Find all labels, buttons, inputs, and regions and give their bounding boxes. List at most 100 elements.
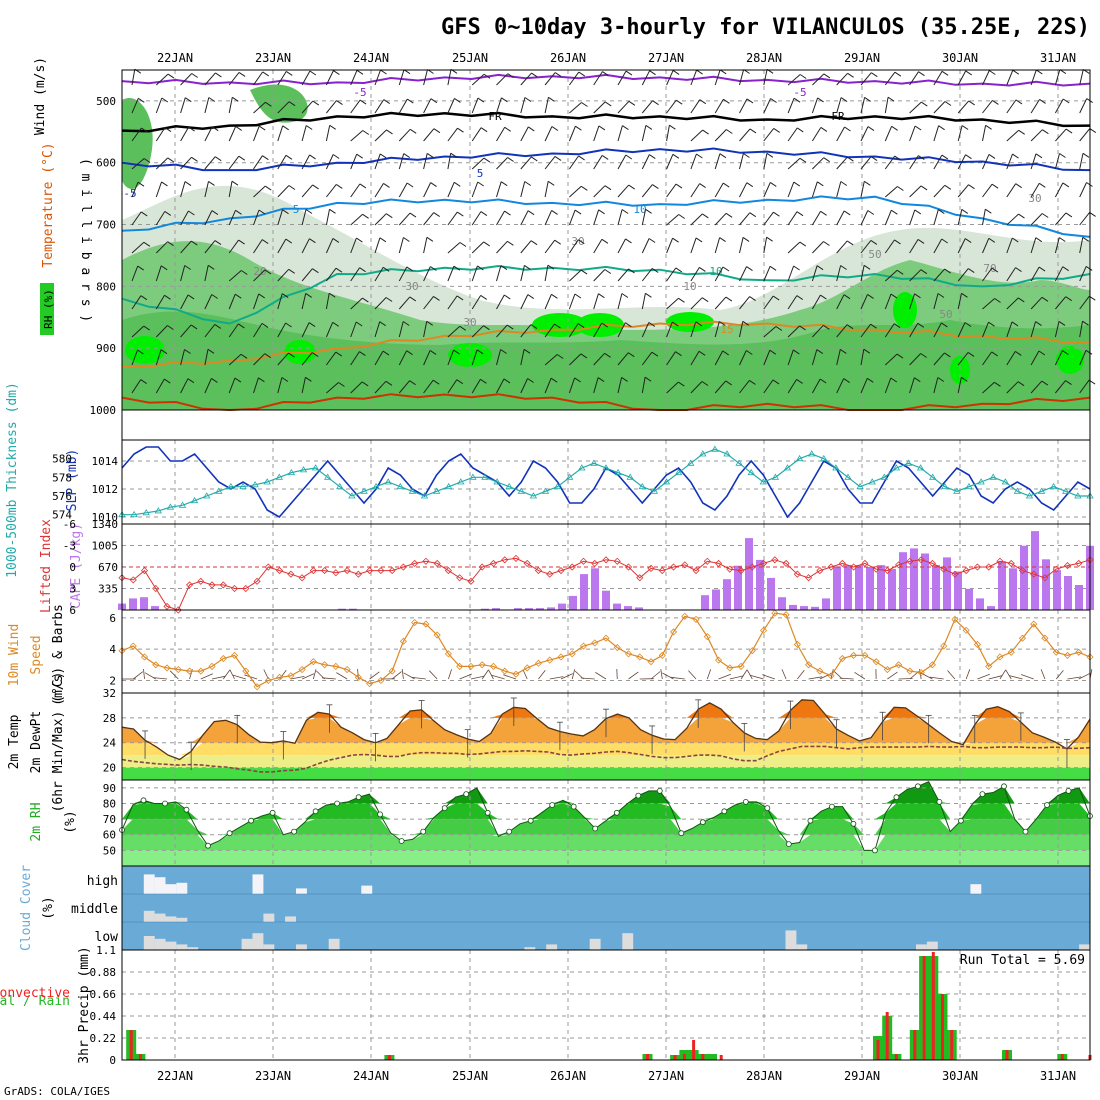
wind-barb-flag — [598, 125, 606, 131]
wind-barb — [398, 321, 404, 338]
wind-speed-marker — [1075, 648, 1083, 656]
wind-barb — [1030, 350, 1040, 366]
wind-barb — [909, 209, 916, 226]
wind-barb-flag — [625, 70, 633, 76]
wind-barb — [544, 378, 552, 394]
wind-barb-flag — [769, 349, 777, 355]
wind-barb-flag — [702, 129, 709, 135]
wind-speed-marker — [377, 676, 385, 685]
wind-barb — [714, 321, 720, 338]
wind-barb — [350, 183, 361, 198]
wind-barb-flag — [282, 209, 289, 215]
cloud-low-bar — [263, 944, 275, 950]
wind-speed-marker — [624, 650, 633, 658]
wind-barb-flag — [601, 322, 608, 328]
cape-bar — [558, 603, 566, 610]
thickness-marker — [1062, 487, 1070, 494]
wind-barb-flag — [1015, 350, 1022, 356]
wind-barb — [350, 351, 360, 366]
wind-barb — [641, 322, 650, 338]
wind-barb — [325, 351, 337, 366]
surface-barb — [459, 673, 472, 680]
isotherm-label: 5 — [293, 203, 300, 216]
wind-barb-flag — [820, 294, 827, 300]
wind-barb — [1006, 237, 1013, 254]
wind-barb-flag — [208, 180, 215, 186]
wind-barb — [763, 295, 774, 310]
wind-barb — [763, 326, 777, 338]
wind-axis-label: Wind (m/s) — [33, 57, 48, 135]
cloud-middle-bar — [176, 917, 188, 922]
wind-speed-marker — [895, 661, 903, 669]
li-marker — [534, 567, 543, 575]
wind-barb-flag — [238, 155, 246, 161]
wind-barb — [617, 293, 623, 310]
li-marker — [309, 567, 317, 575]
wind-barb — [155, 295, 165, 310]
cape-bar — [151, 606, 159, 610]
wind-barb-flag — [799, 325, 806, 331]
wind-barb-flag — [918, 71, 925, 77]
wind-barb — [957, 70, 967, 86]
wind-barb-flag — [453, 349, 460, 355]
wind-barb — [131, 98, 139, 114]
wind-speed-marker — [253, 683, 261, 691]
wind-barb — [787, 295, 798, 310]
wind-speed-marker — [793, 640, 801, 649]
wind-barb — [277, 71, 287, 86]
surface-barb — [965, 669, 971, 680]
wind-barb-flag — [385, 380, 393, 386]
slp-panel: 1000-500mb Thickness (dm) SLP (mb) 10141… — [5, 382, 1094, 578]
precip-convective-bar — [950, 1030, 954, 1060]
rh-band-40 — [122, 850, 1090, 866]
wind-barb-flag — [726, 129, 733, 134]
wind-barb — [325, 238, 334, 254]
wind-barb — [155, 349, 162, 366]
li-marker — [951, 570, 959, 578]
wind-barb-flag — [991, 351, 998, 357]
wind-barb — [666, 154, 674, 170]
wind-barb — [301, 377, 306, 394]
thickness-marker — [686, 459, 695, 466]
precip-convective-bar — [129, 1030, 133, 1060]
wind-barb — [496, 378, 505, 394]
li-marker — [185, 581, 194, 589]
wind-barb-flag — [840, 181, 848, 186]
rh-marker — [742, 799, 749, 805]
precip-convective-bar — [682, 1054, 686, 1060]
wind-barb — [763, 266, 771, 282]
thickness-marker — [275, 473, 284, 480]
wind-barb-flag — [604, 101, 612, 107]
wind-barb-flag — [1018, 213, 1025, 219]
wind-barb-flag — [308, 322, 316, 328]
wind-barb — [496, 127, 506, 142]
wind-barb — [374, 237, 381, 254]
wind-barb-flag — [214, 156, 222, 162]
wind-barb-flag — [725, 212, 733, 218]
wind-barb-flag — [382, 266, 390, 272]
rh-marker — [721, 808, 728, 815]
thickness-marker — [928, 473, 937, 480]
wind-barb-flag — [483, 241, 490, 247]
wind-barb — [1030, 129, 1043, 142]
rh-marker — [248, 817, 255, 824]
thickness-marker — [820, 454, 828, 462]
wind-barb-flag — [426, 236, 434, 242]
cloud-high-bar — [252, 874, 264, 894]
rh-marker — [807, 817, 814, 824]
wind-barb — [423, 153, 428, 170]
wind-barb — [1054, 182, 1064, 198]
bottom-date-26JAN: 26JAN — [550, 1069, 586, 1083]
wind-speed-marker — [411, 618, 419, 627]
wind-barb — [739, 182, 748, 198]
wind-barb — [763, 98, 772, 114]
thickness-marker — [517, 487, 526, 494]
surface-barb — [391, 671, 402, 680]
wind-barb-flag — [920, 269, 928, 275]
rh-marker — [699, 819, 706, 826]
wind-barb — [374, 213, 387, 226]
isotherm-label: 10 — [683, 280, 696, 293]
thickness-axis-label: 1000-500mb Thickness (dm) — [5, 382, 20, 578]
wind-barb-flag — [575, 125, 582, 131]
wind-barb — [423, 237, 428, 254]
